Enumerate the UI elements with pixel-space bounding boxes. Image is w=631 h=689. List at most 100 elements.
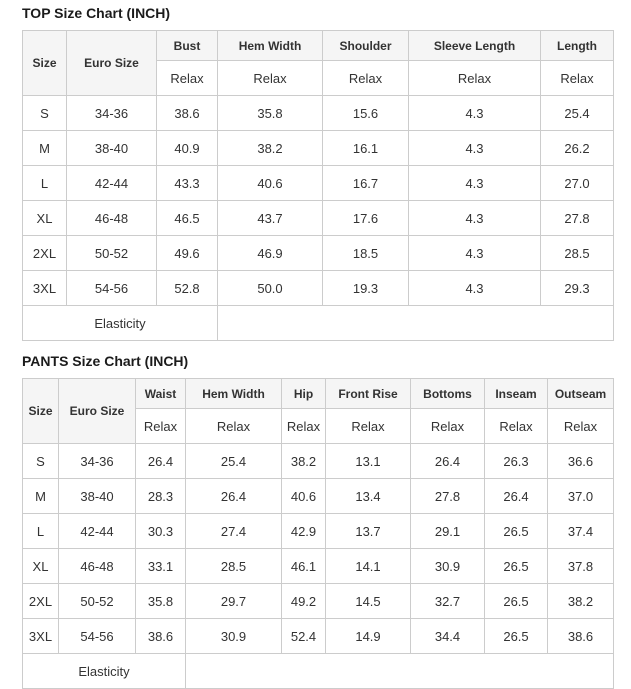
elasticity-empty-cell	[217, 305, 614, 341]
value-cell: 4.3	[408, 270, 541, 306]
value-cell: 46.9	[217, 235, 323, 271]
euro-size-cell: 46-48	[58, 548, 136, 584]
value-cell: 33.1	[135, 548, 186, 584]
value-cell: 42.9	[281, 513, 326, 549]
pants-chart-title: PANTS Size Chart (INCH)	[22, 353, 189, 369]
size-cell: 3XL	[22, 270, 67, 306]
fit-cell: Relax	[217, 60, 323, 96]
elasticity-label-cell: Elasticity	[22, 305, 218, 341]
value-cell: 15.6	[322, 95, 409, 131]
value-cell: 28.5	[540, 235, 614, 271]
euro-size-cell: 46-48	[66, 200, 157, 236]
value-cell: 46.1	[281, 548, 326, 584]
value-cell: 40.6	[217, 165, 323, 201]
value-cell: 14.9	[325, 618, 411, 654]
fit-cell: Relax	[156, 60, 218, 96]
table-row-l: L 42-44 43.3 40.6 16.7 4.3 27.0	[22, 165, 614, 201]
value-cell: 46.5	[156, 200, 218, 236]
table-row-2xl: 2XL 50-52 49.6 46.9 18.5 4.3 28.5	[22, 235, 614, 271]
euro-size-cell: 34-36	[58, 443, 136, 479]
value-cell: 4.3	[408, 200, 541, 236]
euro-size-cell: 34-36	[66, 95, 157, 131]
pants-size-table: Size Euro Size Waist Hem Width Hip Front…	[22, 378, 614, 689]
elasticity-empty-cell	[185, 653, 614, 689]
euro-size-cell: 38-40	[66, 130, 157, 166]
value-cell: 16.1	[322, 130, 409, 166]
value-cell: 43.3	[156, 165, 218, 201]
euro-size-cell: 54-56	[66, 270, 157, 306]
fit-cell: Relax	[410, 408, 485, 444]
value-cell: 38.6	[547, 618, 614, 654]
value-cell: 4.3	[408, 235, 541, 271]
value-cell: 27.4	[185, 513, 282, 549]
euro-size-cell: 50-52	[66, 235, 157, 271]
size-cell: XL	[22, 200, 67, 236]
pants-header-row: Size Euro Size Waist Hem Width Hip Front…	[22, 378, 614, 444]
value-cell: 14.1	[325, 548, 411, 584]
euro-size-header-cell: Euro Size	[58, 378, 136, 444]
value-cell: 28.5	[185, 548, 282, 584]
euro-size-cell: 42-44	[58, 513, 136, 549]
fit-cell: Relax	[325, 408, 411, 444]
column-header-length: Length	[540, 30, 614, 61]
table-row-3xl: 3XL 54-56 52.8 50.0 19.3 4.3 29.3	[22, 270, 614, 306]
value-cell: 17.6	[322, 200, 409, 236]
value-cell: 26.4	[185, 478, 282, 514]
value-cell: 29.3	[540, 270, 614, 306]
size-cell: 2XL	[22, 583, 59, 619]
value-cell: 13.1	[325, 443, 411, 479]
value-cell: 29.7	[185, 583, 282, 619]
column-header-hem-width: Hem Width	[185, 378, 282, 409]
column-header-sleeve-length: Sleeve Length	[408, 30, 541, 61]
value-cell: 26.4	[410, 443, 485, 479]
value-cell: 4.3	[408, 165, 541, 201]
fit-cell: Relax	[408, 60, 541, 96]
euro-size-header-cell: Euro Size	[66, 30, 157, 96]
value-cell: 52.8	[156, 270, 218, 306]
value-cell: 32.7	[410, 583, 485, 619]
euro-size-cell: 54-56	[58, 618, 136, 654]
value-cell: 25.4	[185, 443, 282, 479]
value-cell: 26.4	[484, 478, 548, 514]
column-header-outseam: Outseam	[547, 378, 614, 409]
table-row-s: S 34-36 26.4 25.4 38.2 13.1 26.4 26.3 36…	[22, 443, 614, 479]
pants-relax-row: Relax Relax Relax Relax Relax Relax Rela…	[23, 408, 614, 444]
table-row-xl: XL 46-48 46.5 43.7 17.6 4.3 27.8	[22, 200, 614, 236]
value-cell: 30.9	[185, 618, 282, 654]
value-cell: 26.5	[484, 618, 548, 654]
value-cell: 35.8	[217, 95, 323, 131]
value-cell: 40.9	[156, 130, 218, 166]
size-cell: M	[22, 478, 59, 514]
value-cell: 35.8	[135, 583, 186, 619]
size-cell: 3XL	[22, 618, 59, 654]
fit-cell: Relax	[135, 408, 186, 444]
fit-cell: Relax	[185, 408, 282, 444]
value-cell: 30.3	[135, 513, 186, 549]
top-size-table: Size Euro Size Bust Hem Width Shoulder S…	[22, 30, 614, 341]
value-cell: 38.2	[281, 443, 326, 479]
elasticity-label-cell: Elasticity	[22, 653, 186, 689]
fit-cell: Relax	[484, 408, 548, 444]
value-cell: 26.5	[484, 548, 548, 584]
table-row-s: S 34-36 38.6 35.8 15.6 4.3 25.4	[22, 95, 614, 131]
elasticity-row: Elasticity	[22, 305, 614, 341]
fit-cell: Relax	[547, 408, 614, 444]
value-cell: 26.5	[484, 583, 548, 619]
value-cell: 30.9	[410, 548, 485, 584]
value-cell: 27.8	[410, 478, 485, 514]
size-header-cell: Size	[22, 378, 59, 444]
column-header-inseam: Inseam	[484, 378, 548, 409]
value-cell: 40.6	[281, 478, 326, 514]
table-row-2xl: 2XL 50-52 35.8 29.7 49.2 14.5 32.7 26.5 …	[22, 583, 614, 619]
value-cell: 16.7	[322, 165, 409, 201]
size-cell: L	[22, 165, 67, 201]
value-cell: 38.2	[217, 130, 323, 166]
value-cell: 29.1	[410, 513, 485, 549]
value-cell: 26.2	[540, 130, 614, 166]
column-header-waist: Waist	[135, 378, 186, 409]
value-cell: 38.2	[547, 583, 614, 619]
euro-size-cell: 50-52	[58, 583, 136, 619]
size-header-cell: Size	[22, 30, 67, 96]
top-chart-title: TOP Size Chart (INCH)	[22, 5, 171, 21]
